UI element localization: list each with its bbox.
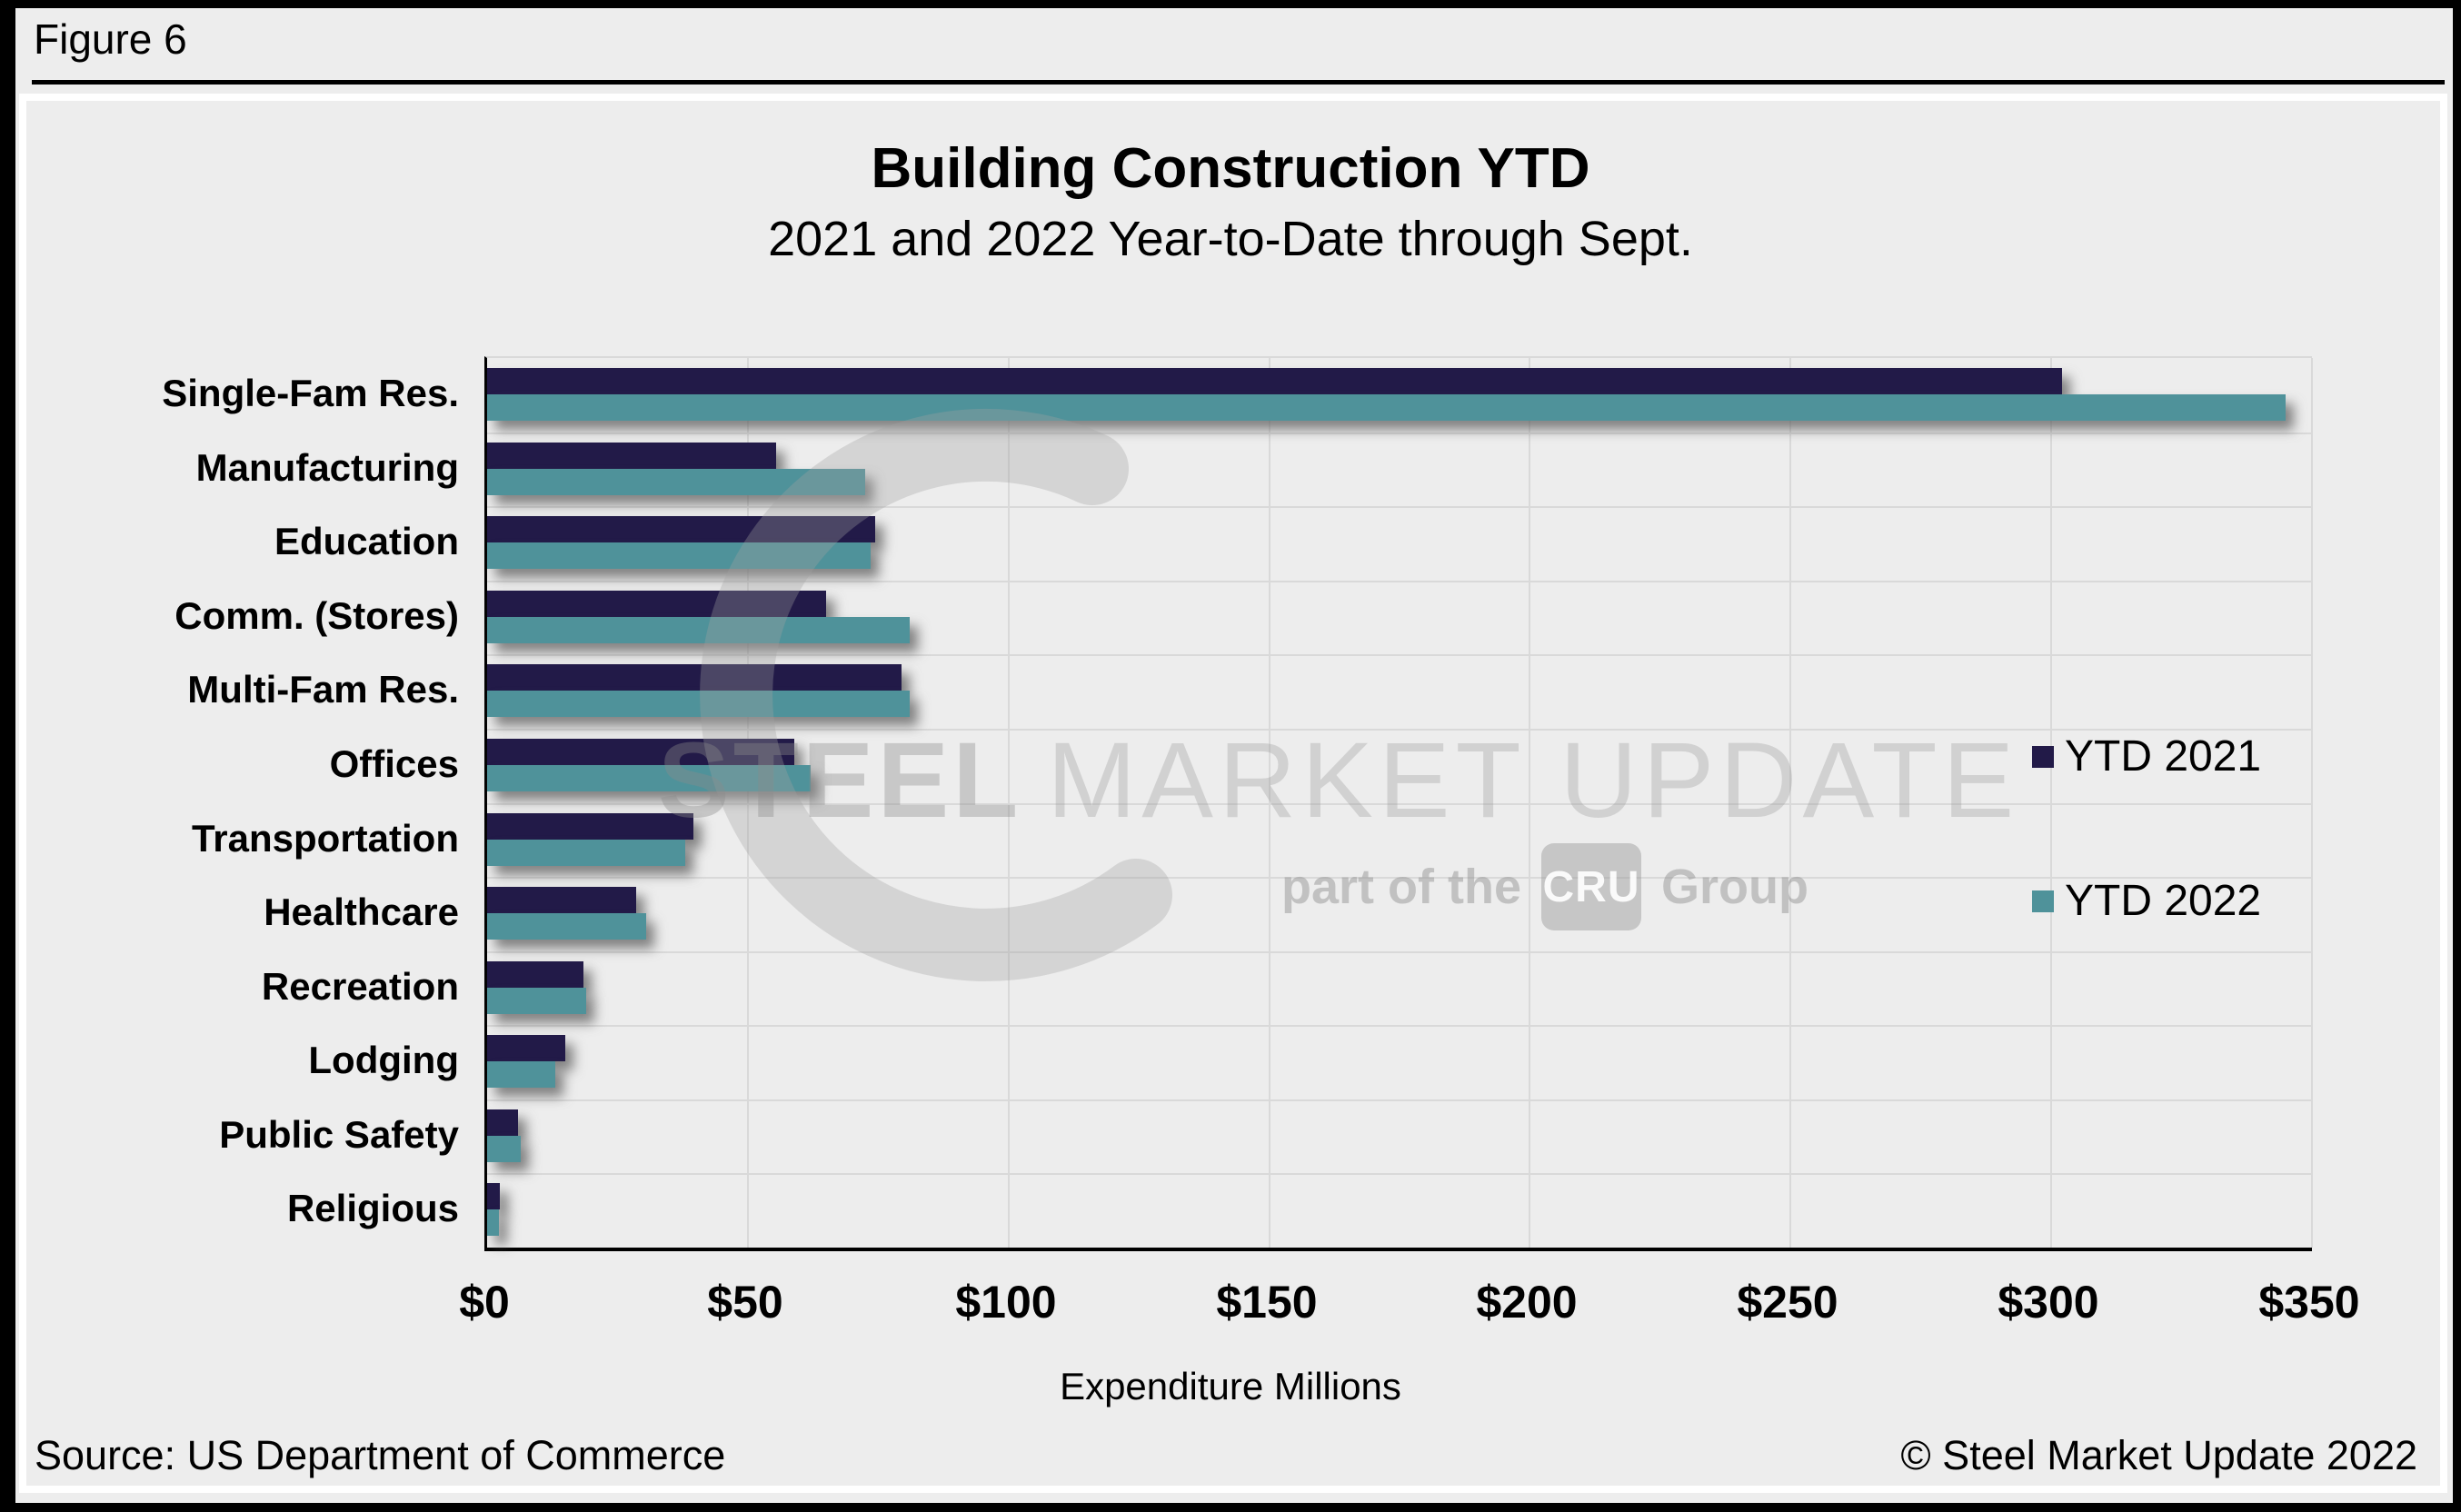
category-label-recreation: Recreation <box>261 965 459 1008</box>
frame-border-right <box>2453 0 2461 1512</box>
bar-ytd-2022-recreation <box>487 988 586 1014</box>
header-rule <box>32 80 2445 85</box>
plot-area <box>484 356 2313 1251</box>
gridline-row-9 <box>487 1025 2312 1027</box>
category-label-comm-stores: Comm. (Stores) <box>174 594 459 637</box>
bar-ytd-2021-lodging <box>487 1035 565 1061</box>
legend-swatch-ytd-2022 <box>2032 890 2054 912</box>
gridline-x-350 <box>2311 358 2313 1248</box>
x-tick-label-50: $50 <box>707 1277 783 1328</box>
bar-ytd-2022-manufacturing <box>487 469 865 495</box>
frame-border-top <box>0 0 2461 8</box>
chart-subtitle: 2021 and 2022 Year-to-Date through Sept. <box>768 212 1693 266</box>
category-label-offices: Offices <box>329 742 459 785</box>
gridline-row-1 <box>487 433 2312 434</box>
x-tick-label-200: $200 <box>1476 1277 1578 1328</box>
x-tick-label-350: $350 <box>2258 1277 2360 1328</box>
legend-swatch-ytd-2021 <box>2032 746 2054 768</box>
bar-ytd-2021-religious <box>487 1183 500 1209</box>
chart-panel-border <box>19 94 2447 1493</box>
bar-ytd-2021-healthcare <box>487 887 636 913</box>
gridline-x-100 <box>1007 358 1010 1248</box>
bar-ytd-2021-offices <box>487 739 794 765</box>
gridline-x-200 <box>1529 358 1531 1248</box>
bar-ytd-2022-single-fam-res <box>487 394 2286 421</box>
x-tick-label-300: $300 <box>1998 1277 2099 1328</box>
x-tick-label-150: $150 <box>1216 1277 1318 1328</box>
category-label-public-safety: Public Safety <box>219 1113 459 1156</box>
gridline-row-11 <box>487 1173 2312 1175</box>
x-axis-tick-labels: $0 $50 $100 $150 $200 $250 $300 $350 <box>0 1279 2461 1334</box>
legend-entry-ytd-2021: YTD 2021 <box>2032 735 2261 779</box>
gridline-row-3 <box>487 581 2312 582</box>
gridline-x-300 <box>2050 358 2053 1248</box>
source-note: Source: US Department of Commerce <box>35 1432 726 1478</box>
gridline-row-7 <box>487 877 2312 879</box>
gridline-x-50 <box>746 358 749 1248</box>
bar-ytd-2021-transportation <box>487 813 693 840</box>
bar-ytd-2022-transportation <box>487 840 685 866</box>
gridline-row-4 <box>487 654 2312 656</box>
bar-ytd-2021-public-safety <box>487 1109 518 1136</box>
bar-ytd-2022-multi-fam-res <box>487 691 910 717</box>
gridline-x-250 <box>1789 358 1792 1248</box>
frame-border-left <box>0 0 15 1512</box>
legend-label-ytd-2021: YTD 2021 <box>2065 732 2262 781</box>
x-tick-label-250: $250 <box>1737 1277 1838 1328</box>
category-label-healthcare: Healthcare <box>264 890 459 933</box>
gridline-row-2 <box>487 506 2312 508</box>
y-axis-category-labels: Single-Fam Res. Manufacturing Education Com… <box>0 356 459 1246</box>
x-axis-title: Expenditure Millions <box>1060 1365 1401 1408</box>
bar-ytd-2021-single-fam-res <box>487 368 2062 394</box>
x-tick-label-0: $0 <box>459 1277 510 1328</box>
bar-ytd-2022-education <box>487 542 871 569</box>
legend-label-ytd-2022: YTD 2022 <box>2065 877 2262 925</box>
category-label-religious: Religious <box>286 1187 459 1229</box>
category-label-education: Education <box>274 520 459 562</box>
category-label-manufacturing: Manufacturing <box>195 446 459 489</box>
bar-ytd-2022-offices <box>487 765 811 791</box>
frame-border-bottom <box>0 1503 2461 1512</box>
bar-ytd-2022-religious <box>487 1209 499 1236</box>
figure-label: Figure 6 <box>34 15 187 63</box>
category-label-multi-fam-res: Multi-Fam Res. <box>187 668 459 711</box>
bar-ytd-2021-multi-fam-res <box>487 664 902 691</box>
bar-ytd-2021-comm-stores <box>487 591 826 617</box>
bar-ytd-2021-education <box>487 516 875 542</box>
copyright-note: © Steel Market Update 2022 <box>1900 1432 2417 1478</box>
bar-ytd-2022-lodging <box>487 1061 555 1088</box>
bar-ytd-2022-public-safety <box>487 1136 521 1162</box>
gridline-x-150 <box>1268 358 1270 1248</box>
bar-ytd-2021-recreation <box>487 961 583 988</box>
gridline-row-8 <box>487 951 2312 953</box>
chart-title: Building Construction YTD <box>871 137 1590 200</box>
gridline-row-6 <box>487 803 2312 805</box>
gridline-row-10 <box>487 1099 2312 1101</box>
x-tick-label-100: $100 <box>955 1277 1057 1328</box>
bar-ytd-2021-manufacturing <box>487 443 776 469</box>
legend-entry-ytd-2022: YTD 2022 <box>2032 880 2261 923</box>
category-label-single-fam-res: Single-Fam Res. <box>162 372 459 414</box>
bar-ytd-2022-comm-stores <box>487 617 910 643</box>
gridline-row-5 <box>487 729 2312 731</box>
category-label-transportation: Transportation <box>191 817 459 860</box>
bar-ytd-2022-healthcare <box>487 913 646 940</box>
category-label-lodging: Lodging <box>308 1039 459 1081</box>
